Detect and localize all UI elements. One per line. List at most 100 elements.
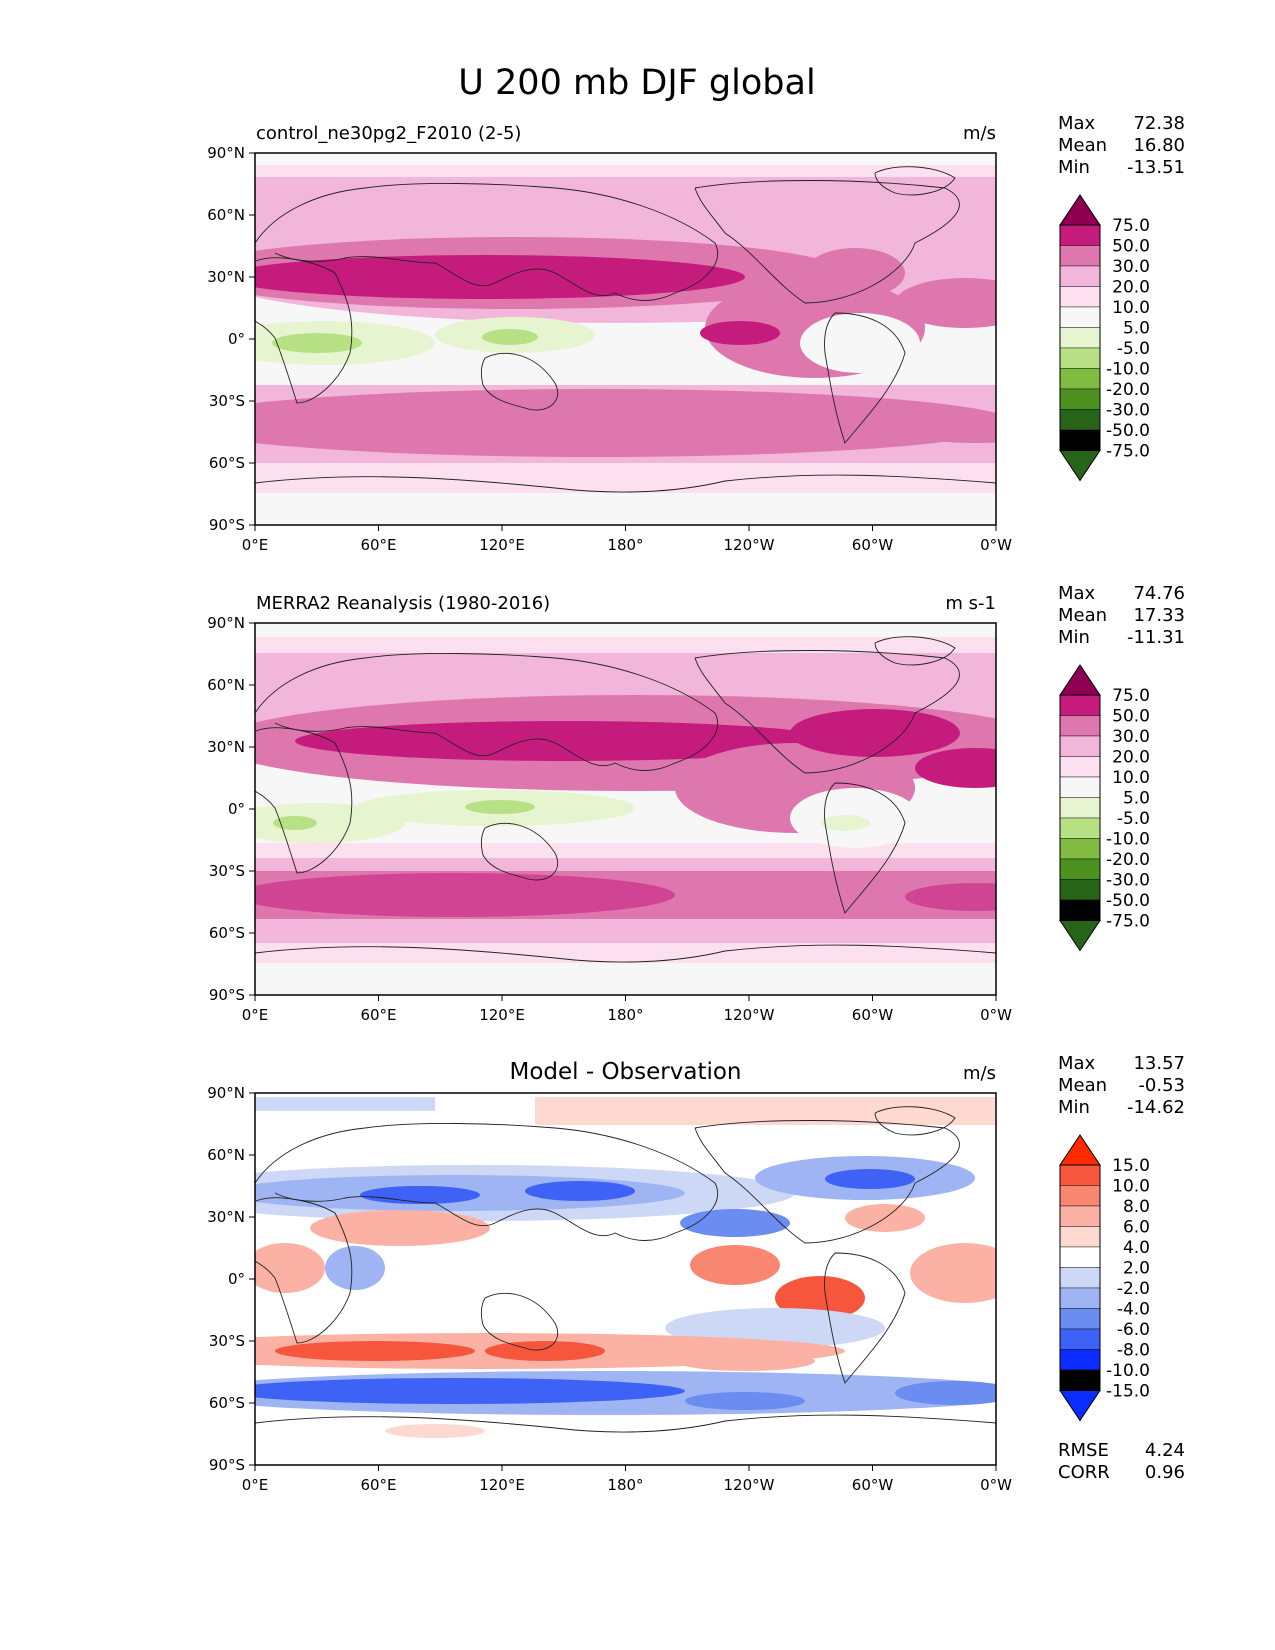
colorbar-tick-label: -10.0 [1106, 1361, 1150, 1381]
colorbar-tick-label: -10.0 [1106, 360, 1150, 380]
x-tick-label: 0°W [980, 536, 1012, 554]
colorbar-outline [1059, 694, 1101, 921]
y-tick-label: 90°S [209, 516, 245, 534]
panel-units: m/s [963, 123, 996, 144]
colorbar-tick-label: -75.0 [1106, 912, 1150, 932]
colorbar-band [1059, 879, 1101, 901]
x-tick-label: 60°E [360, 1476, 396, 1494]
contour-band [915, 748, 996, 788]
stat-value: -14.62 [1127, 1097, 1185, 1118]
stat-value: 16.80 [1133, 135, 1185, 156]
stat-value: 74.76 [1133, 583, 1185, 604]
contour-band [690, 1245, 780, 1285]
map-field [255, 153, 996, 525]
y-tick-label: 60°S [209, 924, 245, 942]
y-tick-label: 60°N [207, 676, 245, 694]
colorbar-band [1059, 1308, 1101, 1330]
x-tick-labels: 0°E 60°E 120°E 180° 120°W 60°W 0°W [242, 536, 1012, 554]
colorbar-tick-label: -15.0 [1106, 1382, 1150, 1402]
colorbar-band [1059, 715, 1101, 737]
colorbar-band [1059, 1164, 1101, 1186]
y-tick-label: 0° [228, 1270, 245, 1288]
coastline-africa [255, 727, 353, 874]
y-tick-label: 30°N [207, 738, 245, 756]
coastlines [255, 1106, 996, 1433]
contour-band [535, 1097, 995, 1125]
coastline-south-america [824, 312, 906, 444]
coastline-australia [480, 352, 559, 411]
x-tick-label: 60°W [852, 536, 894, 554]
x-tick-label: 120°W [724, 1476, 775, 1494]
contour-band [255, 1097, 435, 1111]
coastline-eurasia [255, 653, 719, 771]
contour-band [275, 1341, 475, 1361]
contour-band [820, 815, 870, 831]
corr-label: CORR [1058, 1462, 1110, 1483]
x-tick-label: 120°E [479, 1476, 525, 1494]
coastline-antarctica [255, 474, 996, 493]
x-tick-labels: 0°E 60°E 120°E 180° 120°W 60°W 0°W [242, 1476, 1012, 1494]
panel-units: m s-1 [945, 593, 996, 614]
coastline-australia [480, 822, 559, 881]
colorbar-band [1059, 429, 1101, 451]
colorbar-tick-label: 10.0 [1112, 298, 1150, 318]
contour-band [700, 321, 780, 345]
x-tick-labels: 0°E 60°E 120°E 180° 120°W 60°W 0°W [242, 1006, 1012, 1024]
contour-band [895, 278, 996, 328]
coastlines [255, 166, 996, 493]
colorbar-extension-bottom [1059, 450, 1101, 482]
colorbar-tick-label: 6.0 [1123, 1218, 1150, 1238]
y-tick-label: 60°N [207, 1146, 245, 1164]
stat-label: Max [1058, 113, 1096, 134]
y-tick-labels: 90°N 60°N 30°N 0° 30°S 60°S 90°S [207, 614, 245, 1004]
colorbar-band [1059, 838, 1101, 860]
y-tick-label: 30°S [209, 1332, 245, 1350]
colorbar-tick-label: 15.0 [1112, 1156, 1150, 1176]
coastline-eurasia [255, 183, 719, 301]
colorbar-band [1059, 899, 1101, 921]
y-tick-label: 90°N [207, 614, 245, 632]
colorbar-tick-label: 75.0 [1112, 686, 1150, 706]
stat-value: 72.38 [1133, 113, 1185, 134]
map-field [255, 623, 996, 995]
colorbar-extension-bottom [1059, 1390, 1101, 1422]
contour-band [255, 403, 655, 443]
stat-value: 13.57 [1133, 1053, 1185, 1074]
coastline-greenland [874, 636, 956, 666]
colorbar-tick-label: 30.0 [1112, 257, 1150, 277]
colorbar-tick-label: 10.0 [1112, 768, 1150, 788]
skill-stats: RMSE 4.24 CORR 0.96 [1058, 1440, 1185, 1483]
x-tick-label: 180° [607, 536, 643, 554]
colorbar-extension-top [1059, 194, 1101, 226]
coastline-south-america [824, 782, 906, 914]
contour-band [805, 248, 905, 298]
colorbar-tick-label: -8.0 [1117, 1341, 1150, 1361]
coastline-antarctica [255, 944, 996, 963]
colorbar-band [1059, 265, 1101, 287]
colorbar-tick-label: -20.0 [1106, 380, 1150, 400]
contour-band [675, 1351, 815, 1371]
colorbar-band [1059, 224, 1101, 246]
colorbar-tick-label: -5.0 [1117, 339, 1150, 359]
rmse-label: RMSE [1058, 1440, 1109, 1461]
contour-band [360, 1186, 480, 1204]
panel-title: Model - Observation [509, 1059, 741, 1085]
coastline-greenland [874, 1106, 956, 1136]
map-field [255, 1093, 996, 1465]
colorbar-band [1059, 1246, 1101, 1268]
colorbar-band [1059, 327, 1101, 349]
contour-band [895, 415, 996, 443]
x-tick-label: 120°W [724, 536, 775, 554]
x-tick-label: 0°E [242, 1476, 269, 1494]
y-tick-label: 0° [228, 800, 245, 818]
y-tick-label: 90°S [209, 986, 245, 1004]
colorbar-band [1059, 388, 1101, 410]
contour-band [482, 329, 538, 345]
colorbar-band [1059, 1369, 1101, 1391]
coastline-greenland [874, 166, 956, 196]
colorbar-tick-label: 20.0 [1112, 278, 1150, 298]
colorbar-tick-label: -30.0 [1106, 401, 1150, 421]
contour-band [465, 800, 535, 814]
contour-band [685, 1392, 805, 1410]
figure-title: U 200 mb DJF global [458, 63, 815, 103]
